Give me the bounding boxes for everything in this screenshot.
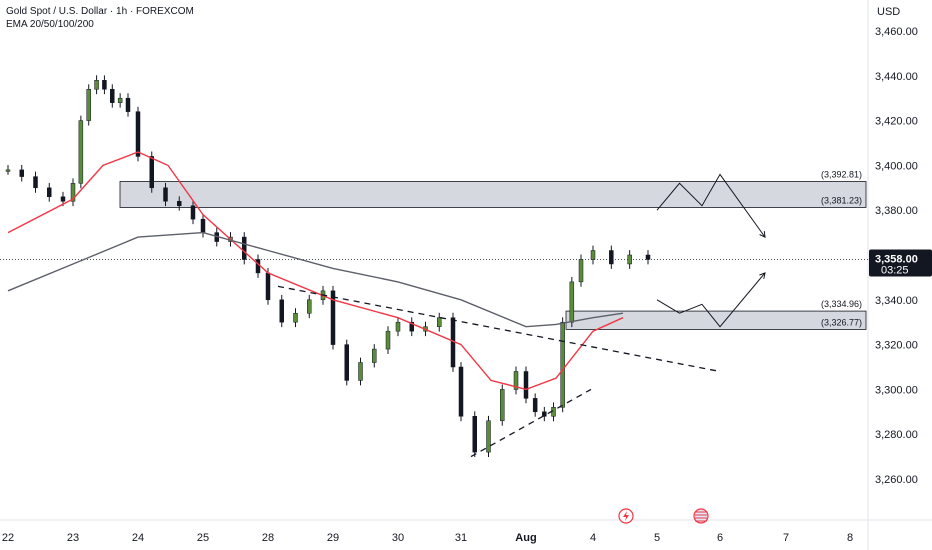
time-tick-label: 31 [455,532,467,544]
candle[interactable] [645,254,651,260]
chart-legend: Gold Spot / U.S. Dollar · 1h · FOREXCOM … [6,5,194,31]
candle[interactable] [102,80,107,90]
candle[interactable] [70,183,76,202]
candle[interactable] [255,259,261,274]
candle[interactable] [293,312,298,323]
candle[interactable] [94,80,99,90]
projection-path[interactable] [656,173,766,238]
price-tick-label: 3,300.00 [875,384,918,396]
candle[interactable] [578,259,584,283]
time-tick-label: 25 [197,532,209,544]
time-tick-label: 28 [262,532,274,544]
candle[interactable] [358,362,363,381]
price-tick-label: 3,380.00 [875,205,918,217]
time-tick-label: 6 [717,532,723,544]
time-tick-label: 4 [590,532,596,544]
candle[interactable] [437,317,442,327]
candle[interactable] [190,205,196,220]
projection-path[interactable] [656,272,766,328]
candle[interactable] [330,290,336,345]
candle[interactable] [627,254,632,265]
zone-1-bottom-label: (3,381.23) [821,195,862,205]
price-tick-label: 3,340.00 [875,295,918,307]
price-tick-label: 3,460.00 [875,26,918,38]
candle[interactable] [125,97,131,112]
price-tick-label: 3,320.00 [875,340,918,352]
candle[interactable] [372,348,377,363]
zone-2-bottom-label: (3,326.77) [821,317,862,327]
currency-label: USD [877,6,900,18]
price-tick-label: 3,420.00 [875,116,918,128]
time-tick-label: Aug [515,532,536,544]
candle[interactable] [78,120,84,184]
time-tick-label: 23 [67,532,79,544]
projection-arrowhead [759,231,766,238]
candle[interactable] [177,200,182,206]
price-countdown: 03:25 [881,264,909,276]
candle[interactable] [486,420,491,453]
candle[interactable] [110,88,115,103]
candle[interactable] [532,398,538,413]
candle[interactable] [19,169,24,177]
time-tick-label: 8 [847,532,853,544]
price-tick-label: 3,440.00 [875,71,918,83]
time-tick-label: 5 [654,532,660,544]
ema-200-line[interactable] [7,231,624,328]
candle[interactable] [560,321,565,408]
candle[interactable] [33,176,38,189]
time-tick-label: 29 [327,532,339,544]
candle[interactable] [117,97,123,103]
indicator-label[interactable]: EMA 20/50/100/200 [6,19,94,30]
candle[interactable] [500,389,505,422]
time-tick-label: 22 [2,532,14,544]
candle[interactable] [542,411,547,417]
candle[interactable] [590,250,596,260]
candle[interactable] [569,281,575,323]
candle[interactable] [458,366,464,417]
candle[interactable] [307,299,312,314]
candle[interactable] [344,344,349,381]
current-price-value: 3,358.00 [875,253,918,265]
projection-arrowhead [759,272,766,279]
candle[interactable] [385,330,391,350]
lightning-bolt-icon [623,511,629,521]
candle[interactable] [279,299,284,323]
candle[interactable] [86,88,91,121]
zone-2-top-label: (3,334.96) [821,299,862,309]
candle[interactable] [265,272,271,301]
candle[interactable] [523,371,529,399]
candle[interactable] [513,371,519,390]
ema-20-line[interactable] [7,151,624,391]
candle[interactable] [200,218,206,233]
price-tick-label: 3,280.00 [875,429,918,441]
candle[interactable] [609,250,614,265]
candle[interactable] [149,156,154,189]
candle[interactable] [395,321,401,332]
zone-1-top-label: (3,392.81) [821,170,862,180]
price-tick-label: 3,260.00 [875,474,918,486]
candle[interactable] [163,187,168,202]
current-price-badge[interactable] [869,249,932,277]
time-tick-label: 7 [783,532,789,544]
candle[interactable] [60,196,66,202]
zone-1[interactable] [119,181,867,208]
candle[interactable] [5,169,11,172]
dashed-trendline[interactable] [470,388,592,458]
price-tick-label: 3,400.00 [875,160,918,172]
time-tick-label: 30 [392,532,404,544]
candle[interactable] [47,187,52,198]
symbol-title[interactable]: Gold Spot / U.S. Dollar · 1h · FOREXCOM [6,6,194,17]
plot-area[interactable] [0,0,868,520]
candle[interactable] [242,236,247,260]
dashed-trendline[interactable] [277,285,721,373]
time-tick-label: 24 [132,532,144,544]
candle[interactable] [409,321,414,332]
candle[interactable] [135,111,141,157]
candle[interactable] [472,416,477,453]
zone-2[interactable] [565,310,867,330]
